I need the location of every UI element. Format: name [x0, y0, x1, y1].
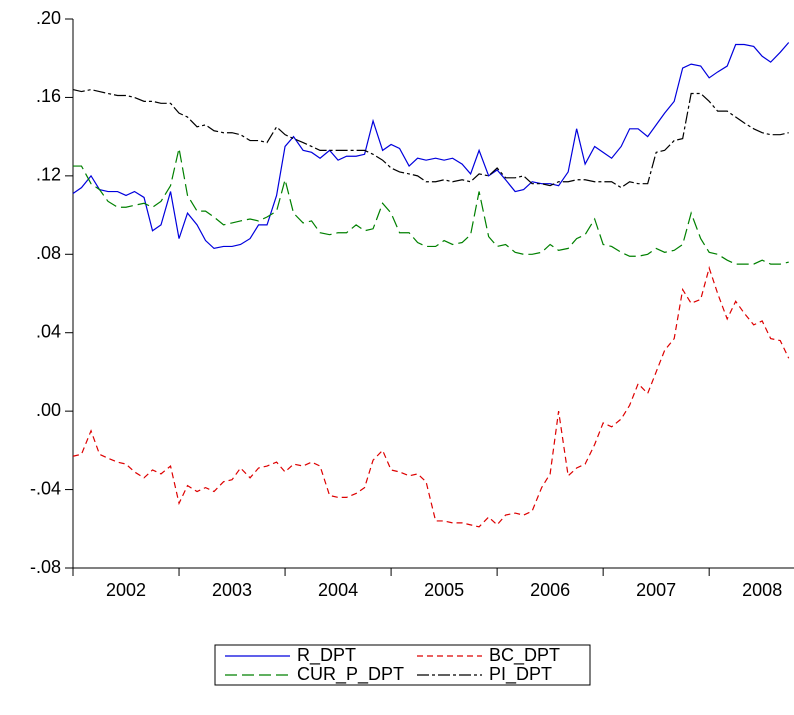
x-tick-label: 2008 [742, 580, 782, 600]
y-tick-label: .00 [36, 400, 61, 420]
y-tick-label: .16 [36, 86, 61, 106]
y-tick-label: -.08 [30, 557, 61, 577]
line-series [72, 88, 789, 189]
y-tick-label: .20 [36, 8, 61, 28]
x-tick-label: 2004 [318, 580, 358, 600]
line-series [73, 148, 789, 265]
y-tick-label: .08 [36, 243, 61, 263]
y-tick-label: .12 [36, 165, 61, 185]
legend-label: CUR_P_DPT [297, 664, 404, 685]
x-tick-label: 2006 [530, 580, 570, 600]
legend-label: PI_DPT [489, 664, 552, 685]
x-tick-label: 2003 [212, 580, 252, 600]
y-tick-label: .04 [36, 321, 61, 341]
legend-label: BC_DPT [489, 645, 560, 666]
y-tick-label: -.04 [30, 478, 61, 498]
legend [214, 644, 591, 686]
line-series [72, 42, 790, 250]
legend-label: R_DPT [297, 645, 356, 666]
x-tick-label: 2005 [424, 580, 464, 600]
x-tick-label: 2007 [636, 580, 676, 600]
x-tick-label: 2002 [106, 580, 146, 600]
line-series [72, 265, 790, 528]
